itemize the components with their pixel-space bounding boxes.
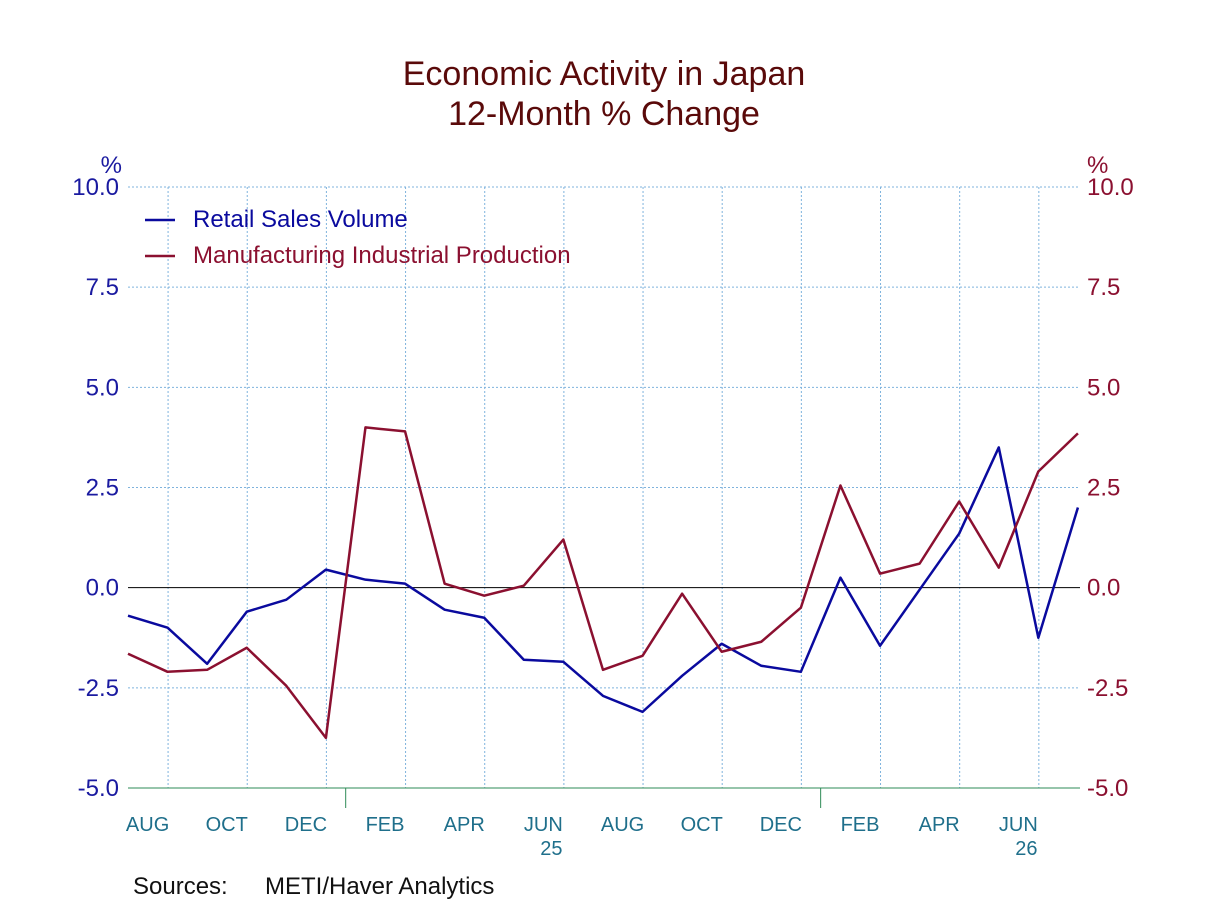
x-tick-label: DEC: [760, 814, 802, 836]
grid: [128, 186, 1080, 788]
y-axis-right-unit: %: [1087, 152, 1108, 179]
axes: [128, 587, 1080, 808]
series-line-1: [127, 426, 1079, 740]
y-tick-label-left: -5.0: [78, 775, 119, 802]
x-tick-label: DEC: [285, 814, 327, 836]
source-label: Sources:: [133, 873, 228, 900]
y-tick-label-left: 10.0: [72, 174, 119, 201]
y-tick-label-right: 10.0: [1087, 174, 1134, 201]
x-tick-label: FEB: [366, 814, 405, 836]
y-axis-left-unit: %: [101, 152, 122, 179]
legend: Retail Sales Volume Manufacturing Indust…: [145, 206, 571, 269]
x-tick-label: FEB: [841, 814, 880, 836]
y-tick-label-right: 5.0: [1087, 374, 1120, 401]
y-tick-label-left: 0.0: [86, 575, 119, 602]
y-tick-label-right: 7.5: [1087, 274, 1120, 301]
legend-label-manufacturing: Manufacturing Industrial Production: [193, 242, 571, 269]
y-tick-label-right: 2.5: [1087, 475, 1120, 502]
x-tick-label: AUG: [601, 814, 644, 836]
x-tick-label: AUG: [126, 814, 169, 836]
x-year-label: 25: [540, 838, 562, 860]
x-tick-label: APR: [444, 814, 485, 836]
y-tick-label-right: -2.5: [1087, 675, 1128, 702]
y-tick-label-left: 7.5: [86, 274, 119, 301]
y-tick-label-left: 2.5: [86, 475, 119, 502]
x-tick-label: JUN: [524, 814, 563, 836]
y-tick-label-right: 0.0: [1087, 575, 1120, 602]
x-tick-label: OCT: [206, 814, 248, 836]
source-text: METI/Haver Analytics: [265, 873, 494, 900]
series: [127, 426, 1080, 740]
x-tick-label: OCT: [681, 814, 723, 836]
y-tick-label-left: -2.5: [78, 675, 119, 702]
legend-label-retail-sales: Retail Sales Volume: [193, 206, 408, 233]
series-line-0: [127, 446, 1080, 714]
chart-subtitle: 12-Month % Change: [448, 95, 760, 133]
y-tick-label-left: 5.0: [86, 374, 119, 401]
x-year-label: 26: [1015, 838, 1037, 860]
y-ticks: 10.0 10.0 7.5 7.5 5.0 5.0 2.5 2.5 0.0 0.0 -2.5 -2.5…: [72, 174, 1133, 802]
x-tick-label: APR: [919, 814, 960, 836]
x-tick-label: JUN: [999, 814, 1038, 836]
y-tick-label-right: -5.0: [1087, 775, 1128, 802]
chart-title: Economic Activity in Japan: [403, 55, 806, 93]
